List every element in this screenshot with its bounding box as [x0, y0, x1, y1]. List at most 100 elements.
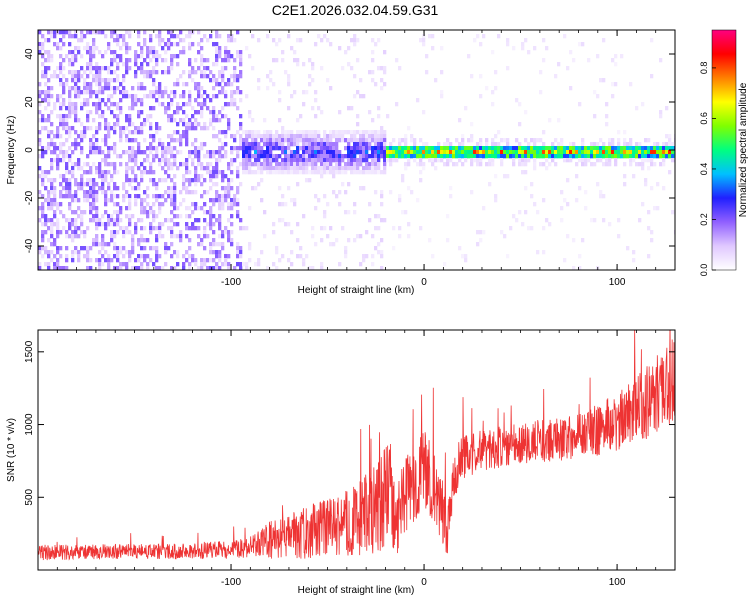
heatmap-cell: [95, 110, 99, 115]
heatmap-cell: [575, 198, 579, 203]
heatmap-cell: [656, 142, 660, 147]
heatmap-cell: [116, 258, 120, 263]
heatmap-cell: [266, 158, 270, 163]
heatmap-cell: [98, 86, 102, 91]
heatmap-cell: [227, 78, 231, 83]
heatmap-cell: [236, 146, 240, 151]
heatmap-cell: [518, 102, 522, 107]
heatmap-cell: [521, 146, 525, 151]
heatmap-cell: [494, 142, 498, 147]
heatmap-cell: [95, 30, 99, 35]
heatmap-cell: [419, 162, 423, 167]
heatmap-cell: [365, 138, 369, 143]
heatmap-cell: [107, 218, 111, 223]
heatmap-cell: [233, 134, 237, 139]
heatmap-cell: [266, 142, 270, 147]
heatmap-cell: [545, 158, 549, 163]
heatmap-cell: [389, 158, 393, 163]
heatmap-cell: [116, 230, 120, 235]
heatmap-cell: [194, 262, 198, 267]
heatmap-cell: [161, 178, 165, 183]
heatmap-cell: [230, 150, 234, 155]
heatmap-cell: [392, 154, 396, 159]
heatmap-cell: [155, 126, 159, 131]
heatmap-cell: [62, 42, 66, 47]
heatmap-cell: [155, 50, 159, 55]
heatmap-cell: [173, 186, 177, 191]
heatmap-cell: [365, 230, 369, 235]
heatmap-cell: [524, 154, 528, 159]
heatmap-cell: [188, 46, 192, 51]
heatmap-cell: [230, 74, 234, 79]
heatmap-cell: [470, 158, 474, 163]
heatmap-cell: [605, 154, 609, 159]
heatmap-cell: [605, 150, 609, 155]
heatmap-cell: [284, 70, 288, 75]
heatmap-cell: [119, 34, 123, 39]
heatmap-cell: [233, 138, 237, 143]
heatmap-cell: [146, 114, 150, 119]
heatmap-cell: [143, 190, 147, 195]
heatmap-cell: [398, 138, 402, 143]
heatmap-cell: [125, 194, 129, 199]
heatmap-cell: [593, 114, 597, 119]
heatmap-cell: [545, 166, 549, 171]
heatmap-cell: [53, 150, 57, 155]
heatmap-cell: [176, 130, 180, 135]
heatmap-cell: [362, 94, 366, 99]
heatmap-cell: [176, 54, 180, 59]
heatmap-cell: [71, 194, 75, 199]
heatmap-cell: [356, 38, 360, 43]
heatmap-cell: [104, 138, 108, 143]
heatmap-cell: [134, 98, 138, 103]
heatmap-cell: [476, 142, 480, 147]
heatmap-cell: [365, 158, 369, 163]
heatmap-cell: [530, 150, 534, 155]
heatmap-cell: [59, 266, 63, 270]
heatmap-cell: [98, 170, 102, 175]
heatmap-cell: [137, 66, 141, 71]
heatmap-cell: [647, 146, 651, 151]
heatmap-cell: [548, 146, 552, 151]
heatmap-cell: [566, 158, 570, 163]
heatmap-cell: [266, 134, 270, 139]
heatmap-cell: [47, 98, 51, 103]
heatmap-cell: [56, 98, 60, 103]
heatmap-cell: [407, 222, 411, 227]
heatmap-cell: [68, 218, 72, 223]
heatmap-cell: [41, 70, 45, 75]
heatmap-cell: [191, 190, 195, 195]
heatmap-cell: [527, 154, 531, 159]
heatmap-cell: [302, 158, 306, 163]
heatmap-cell: [95, 106, 99, 111]
heatmap-cell: [173, 118, 177, 123]
heatmap-cell: [377, 38, 381, 43]
heatmap-cell: [377, 130, 381, 135]
heatmap-cell: [86, 62, 90, 67]
heatmap-cell: [548, 222, 552, 227]
heatmap-cell: [143, 238, 147, 243]
heatmap-cell: [167, 30, 171, 35]
heatmap-cell: [374, 150, 378, 155]
heatmap-cell: [479, 146, 483, 151]
heatmap-cell: [275, 158, 279, 163]
heatmap-cell: [194, 150, 198, 155]
heatmap-cell: [59, 158, 63, 163]
heatmap-cell: [185, 234, 189, 239]
heatmap-cell: [254, 186, 258, 191]
heatmap-cell: [449, 194, 453, 199]
heatmap-cell: [371, 166, 375, 171]
heatmap-cell: [143, 38, 147, 43]
heatmap-cell: [194, 154, 198, 159]
heatmap-cell: [212, 150, 216, 155]
heatmap-cell: [323, 166, 327, 171]
heatmap-cell: [491, 138, 495, 143]
heatmap-cell: [77, 214, 81, 219]
heatmap-cell: [224, 130, 228, 135]
heatmap-cell: [326, 138, 330, 143]
heatmap-cell: [380, 134, 384, 139]
heatmap-cell: [440, 158, 444, 163]
heatmap-cell: [83, 34, 87, 39]
heatmap-cell: [299, 130, 303, 135]
heatmap-cell: [227, 122, 231, 127]
